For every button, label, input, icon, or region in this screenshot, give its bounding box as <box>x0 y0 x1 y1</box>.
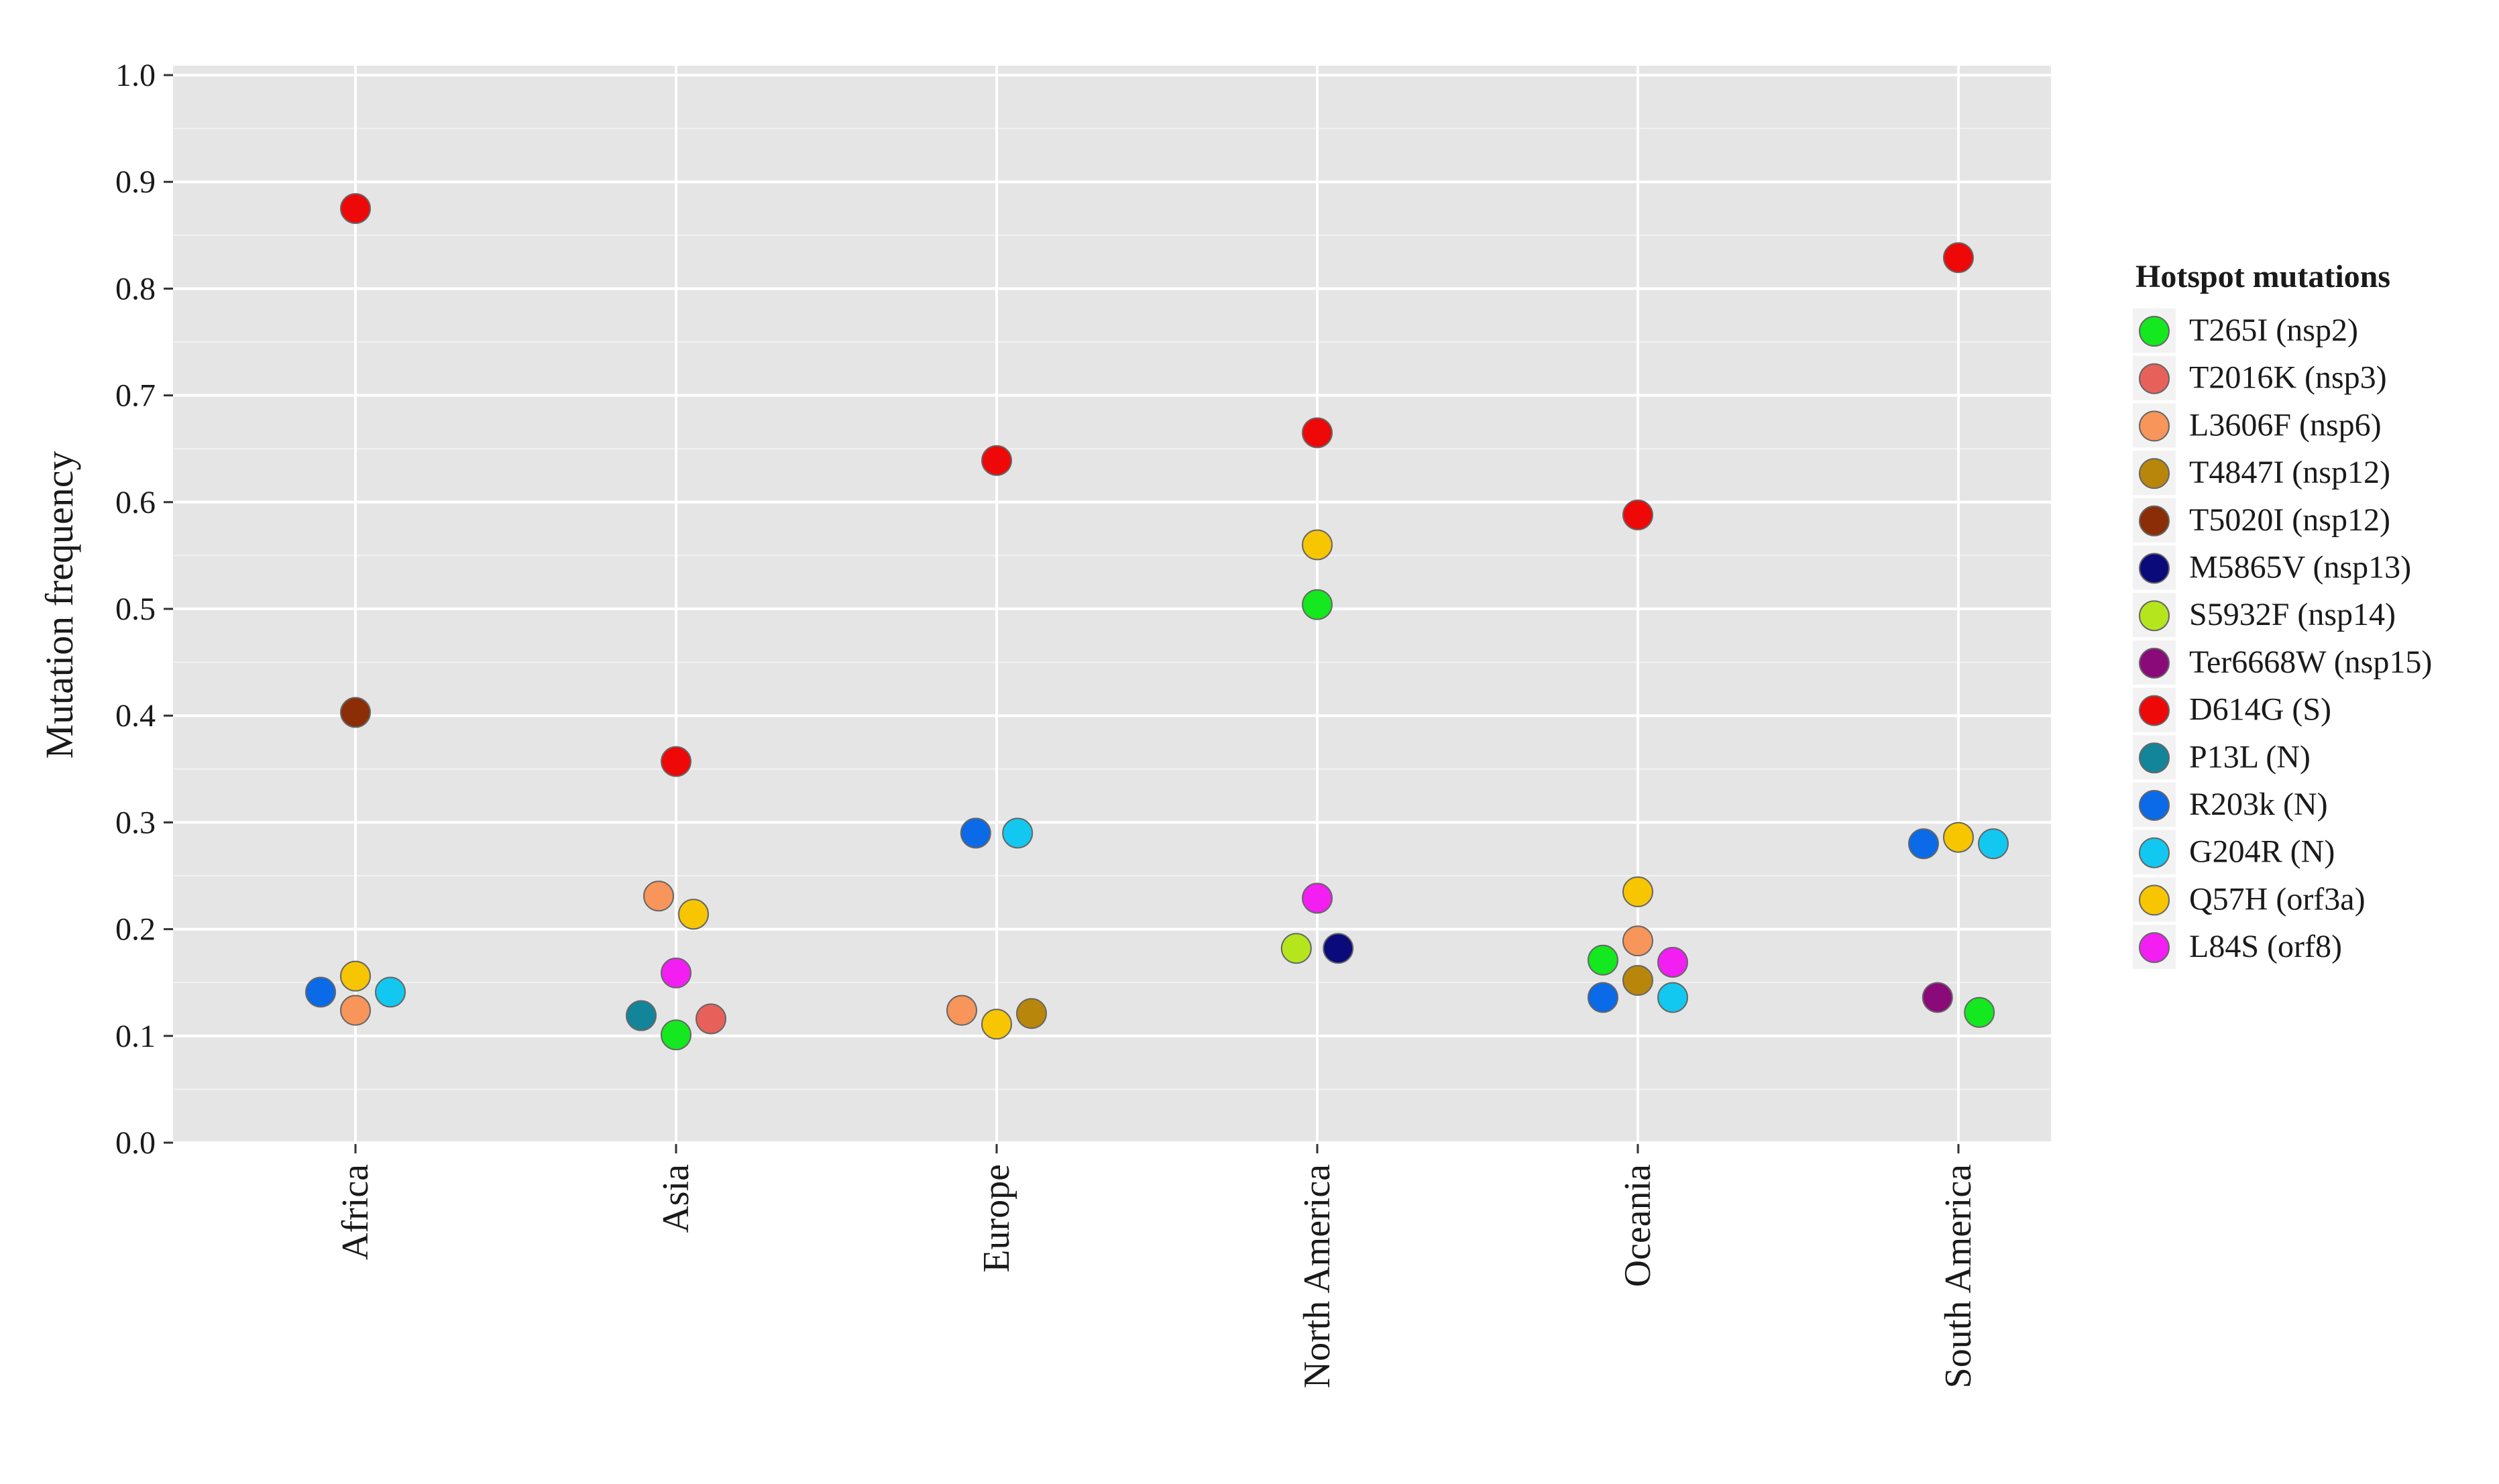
point-t4847i <box>1622 965 1653 996</box>
y-tick-label: 0.5 <box>115 591 156 627</box>
legend-marker-ter6668w <box>2139 647 2170 679</box>
x-tick-label: Africa <box>335 1164 376 1260</box>
point-t4847i <box>1016 998 1047 1029</box>
x-tick-label: Asia <box>655 1164 697 1233</box>
point-r203k <box>305 976 336 1008</box>
legend-marker-t265i <box>2139 316 2170 347</box>
legend-title: Hotspot mutations <box>2135 259 2390 294</box>
y-tick-label: 0.0 <box>115 1125 156 1161</box>
point-d614g <box>340 193 371 224</box>
point-t2016k <box>696 1003 726 1035</box>
legend: Hotspot mutations T265I (nsp2) T2016K (ns… <box>2133 259 2432 970</box>
point-d614g <box>1622 499 1653 530</box>
point-l84s <box>661 957 691 988</box>
point-g204r <box>1002 817 1034 849</box>
legend-label-l3606f: L3606F (nsp6) <box>2189 407 2382 443</box>
legend-marker-m5865v <box>2139 553 2170 584</box>
point-q57h <box>981 1009 1012 1040</box>
legend-label-m5865v: M5865V (nsp13) <box>2189 550 2411 585</box>
legend-label-g204r: G204R (N) <box>2189 834 2335 870</box>
y-axis-title: Mutation frequency <box>38 451 81 758</box>
y-tick-label: 0.7 <box>115 378 156 414</box>
legend-marker-l84s <box>2139 932 2170 964</box>
point-d614g <box>1302 417 1333 449</box>
data-points <box>305 193 2009 1051</box>
point-l3606f <box>946 994 977 1026</box>
point-ter6668w <box>1922 982 1953 1013</box>
legend-label-t265i: T265I (nsp2) <box>2189 312 2358 348</box>
legend-label-ter6668w: Ter6668W (nsp15) <box>2189 644 2432 680</box>
legend-label-d614g: D614G (S) <box>2189 692 2331 728</box>
point-l84s <box>1657 946 1688 978</box>
legend-marker-r203k <box>2139 790 2170 821</box>
point-g204r <box>375 976 406 1008</box>
point-q57h <box>678 899 709 930</box>
legend-marker-q57h <box>2139 884 2170 916</box>
legend-label-t2016k: T2016K (nsp3) <box>2189 360 2387 396</box>
point-l84s <box>1302 882 1333 914</box>
point-d614g <box>1943 242 1974 274</box>
legend-label-p13l: P13L (N) <box>2189 739 2311 775</box>
legend-label-t4847i: T4847I (nsp12) <box>2189 455 2390 490</box>
legend-marker-l3606f <box>2139 410 2170 442</box>
point-l3606f <box>340 994 371 1026</box>
legend-marker-t4847i <box>2139 458 2170 490</box>
x-tick-label: North America <box>1296 1164 1338 1388</box>
legend-label-q57h: Q57H (orf3a) <box>2189 881 2366 917</box>
point-s5932f <box>1280 933 1312 964</box>
y-tick-label: 0.3 <box>115 805 156 840</box>
point-q57h <box>1943 821 1974 853</box>
plot-background <box>173 66 2051 1144</box>
y-tick-label: 1.0 <box>115 58 156 93</box>
point-q57h <box>1622 876 1653 907</box>
point-p13l <box>626 1000 657 1031</box>
gridlines <box>173 66 2051 1144</box>
point-t5020i <box>340 697 371 728</box>
legend-marker-s5932f <box>2139 600 2170 632</box>
legend-label-r203k: R203k (N) <box>2189 787 2328 822</box>
point-r203k <box>960 817 991 849</box>
y-tick-label: 0.4 <box>115 698 156 734</box>
legend-marker-t2016k <box>2139 363 2170 394</box>
legend-label-t5020i: T5020I (nsp12) <box>2189 502 2390 538</box>
point-t265i <box>661 1019 691 1051</box>
legend-label-s5932f: S5932F (nsp14) <box>2189 597 2396 632</box>
point-t265i <box>1302 589 1333 620</box>
point-q57h <box>1302 529 1333 561</box>
legend-marker-d614g <box>2139 695 2170 726</box>
x-tick-label: Europe <box>976 1164 1017 1273</box>
point-r203k <box>1908 828 1939 860</box>
point-t265i <box>1964 996 1995 1028</box>
legend-marker-g204r <box>2139 837 2170 868</box>
y-tick-label: 0.2 <box>115 912 156 948</box>
point-r203k <box>1588 982 1618 1013</box>
point-d614g <box>981 445 1012 476</box>
point-l3606f <box>1622 925 1653 957</box>
y-tick-label: 0.9 <box>115 164 156 200</box>
legend-marker-t5020i <box>2139 505 2170 536</box>
point-q57h <box>340 960 371 992</box>
point-t265i <box>1588 944 1618 976</box>
x-tick-label: South America <box>1938 1164 1979 1389</box>
legend-marker-p13l <box>2139 742 2170 774</box>
y-tick-label: 0.6 <box>115 485 156 520</box>
point-m5865v <box>1323 933 1354 964</box>
point-l3606f <box>643 880 674 912</box>
point-g204r <box>1978 828 2009 860</box>
axes: 0.0 0.1 0.2 0.3 0.4 0.5 0.6 0.7 0.8 0.9 1.0 Africa A… <box>115 58 1979 1388</box>
y-tick-label: 0.8 <box>115 271 156 306</box>
point-d614g <box>661 746 691 777</box>
x-tick-label: Oceania <box>1617 1164 1659 1288</box>
y-tick-label: 0.1 <box>115 1019 156 1054</box>
legend-label-l84s: L84S (orf8) <box>2189 929 2342 964</box>
point-g204r <box>1657 982 1688 1013</box>
